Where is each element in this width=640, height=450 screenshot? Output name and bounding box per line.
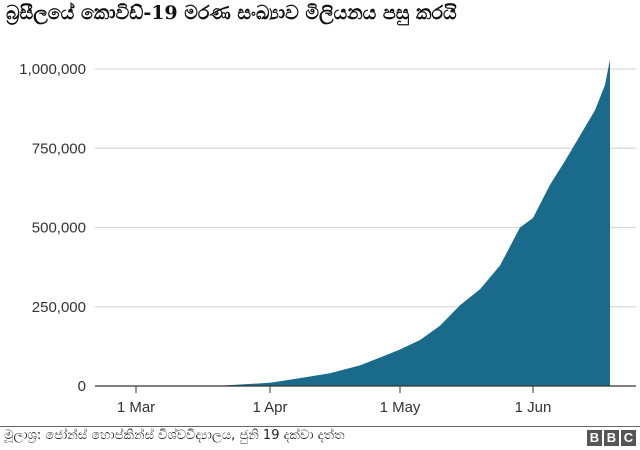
y-tick-label: 1,000,000 — [19, 61, 86, 78]
bbc-logo: B B C — [587, 430, 636, 446]
y-tick-label: 250,000 — [32, 299, 86, 316]
logo-letter: B — [604, 430, 619, 446]
x-tick-label: 1 Mar — [117, 399, 155, 416]
x-tick-label: 1 Jun — [515, 399, 552, 416]
x-axis-ticks: 1 Mar 1 Apr 1 May 1 Jun — [117, 386, 552, 416]
logo-letter: B — [587, 430, 602, 446]
source-note: මූලාශ්‍ර: ජෝන්ස් හොප්කින්ස් විශ්වවිද්‍යා… — [4, 428, 345, 443]
chart-title: බ්‍රසීලයේ කොවිඩ්-19 මරණ සංඛ්‍යාව මිලියනය… — [6, 2, 457, 24]
y-tick-label: 0 — [78, 378, 86, 395]
area-chart: 0 250,000 500,000 750,000 1,000,000 1 Mar 1 A… — [19, 59, 636, 416]
deaths-area — [215, 59, 610, 386]
y-axis-labels: 0 250,000 500,000 750,000 1,000,000 — [19, 61, 86, 395]
y-tick-label: 750,000 — [32, 140, 86, 157]
y-tick-label: 500,000 — [32, 220, 86, 237]
x-tick-label: 1 May — [380, 399, 421, 416]
logo-letter: C — [621, 430, 636, 446]
divider — [0, 426, 640, 427]
x-tick-label: 1 Apr — [252, 399, 287, 416]
